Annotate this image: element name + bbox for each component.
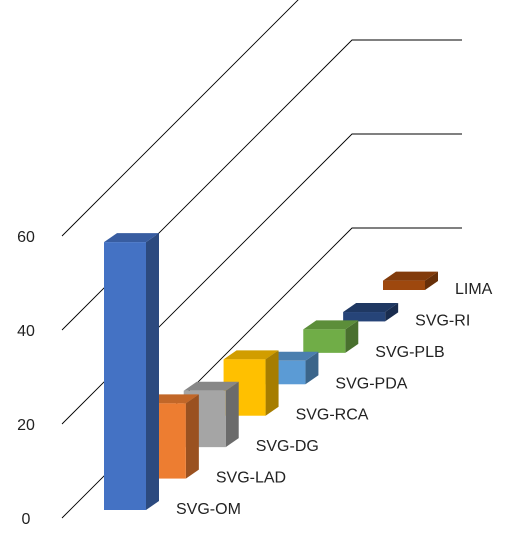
category-label: SVG-PDA [335, 375, 407, 392]
bar-side [345, 320, 359, 353]
bar-top [183, 381, 239, 391]
y-tick-label: 0 [22, 511, 31, 528]
y-tick-label: 60 [17, 229, 35, 246]
bar-front [104, 242, 146, 510]
bar-top [343, 303, 399, 313]
bar-top [104, 233, 159, 243]
bar-front [383, 280, 425, 290]
bar-top [303, 320, 359, 330]
category-labels: SVG-OM SVG-LAD SVG-DG SVG-RCA SVG-PDA SVG-PLB… [176, 281, 493, 518]
bar-side [385, 303, 399, 322]
y-tick-label: 40 [17, 323, 35, 340]
bar-side [225, 381, 239, 448]
category-label: SVG-RCA [296, 407, 369, 424]
bar-svg-ri [343, 303, 399, 322]
bar-side [425, 271, 438, 290]
y-axis-ticks: 0 20 40 60 [17, 229, 35, 528]
category-label: SVG-RI [415, 312, 470, 329]
bar-side [265, 350, 279, 416]
bar-side [305, 351, 319, 385]
bar-top [383, 271, 438, 281]
bar-front [303, 329, 346, 353]
bar-side [146, 233, 159, 510]
category-label: SVG-PLB [375, 344, 444, 361]
bar-front [343, 312, 386, 322]
gridline [61, 0, 299, 237]
bar-svg-om [104, 233, 159, 510]
bar-svg-plb [303, 320, 359, 353]
y-tick-label: 20 [17, 417, 35, 434]
category-label: SVG-DG [256, 438, 319, 455]
bars [104, 233, 438, 510]
category-label: SVG-OM [176, 501, 241, 518]
bar-lima [383, 271, 438, 290]
category-label: SVG-LAD [216, 470, 286, 487]
bar-top [223, 350, 279, 360]
category-label: LIMA [455, 281, 493, 298]
bar-side [185, 394, 199, 479]
